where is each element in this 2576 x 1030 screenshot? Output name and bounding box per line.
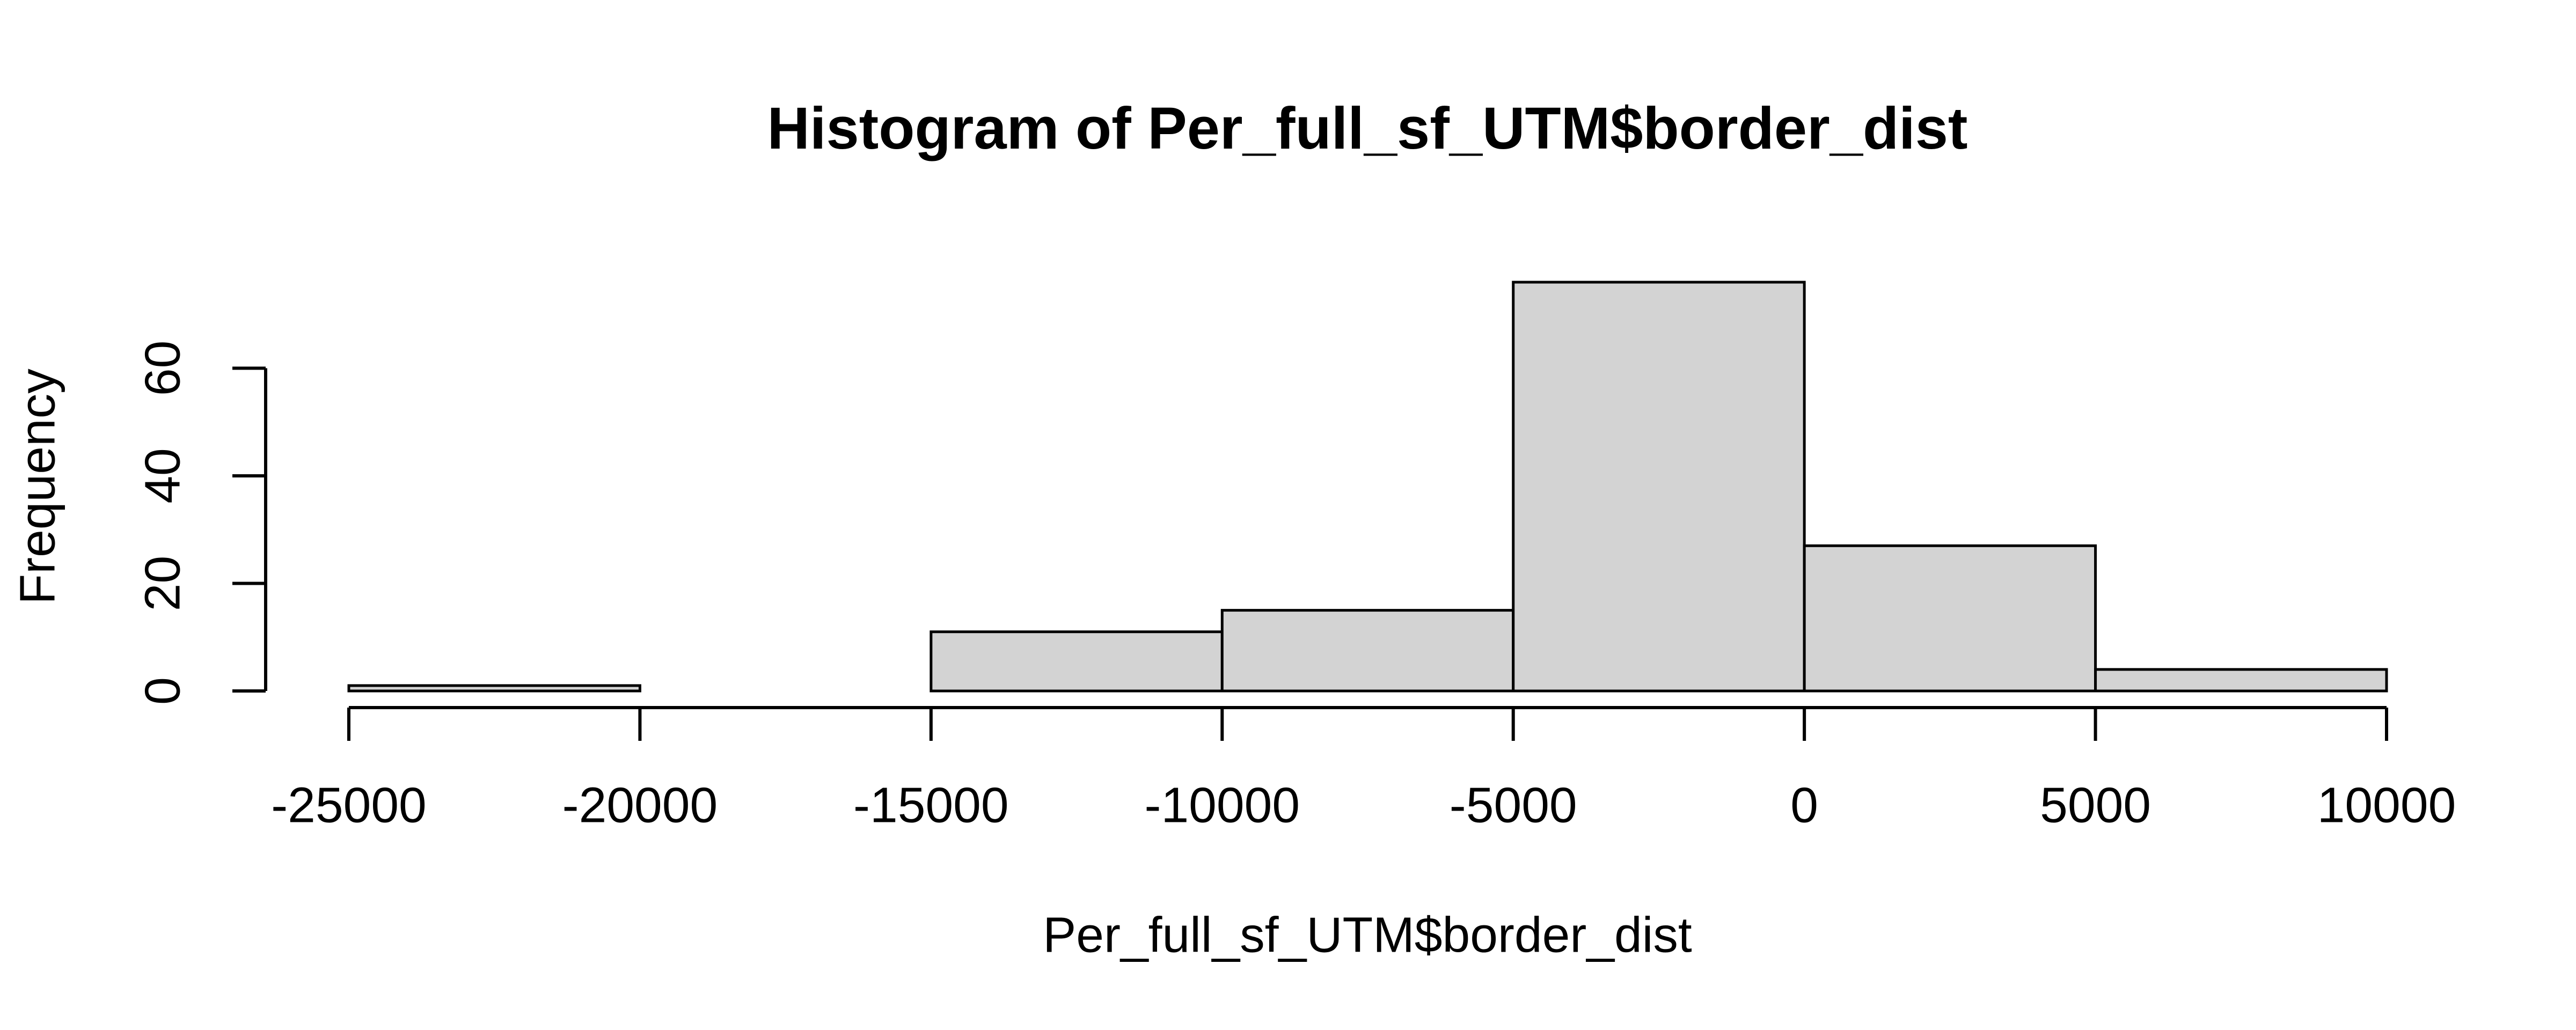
x-tick-label: 10000 — [2317, 777, 2456, 833]
chart-title: Histogram of Per_full_sf_UTM$border_dist — [767, 95, 1967, 161]
y-axis-label: Frequency — [10, 369, 65, 605]
x-tick-label: -15000 — [853, 777, 1009, 833]
y-tick-label: 20 — [135, 556, 191, 611]
bar — [930, 630, 1224, 693]
bar — [1803, 544, 2097, 693]
x-tick-label: -25000 — [271, 777, 427, 833]
x-tick-label: 0 — [1790, 777, 1818, 833]
x-tick-label: 5000 — [2040, 777, 2151, 833]
x-tick-label: -20000 — [562, 777, 718, 833]
y-tick-label: 40 — [135, 448, 191, 503]
bar — [2094, 668, 2388, 693]
bar — [1512, 281, 1806, 693]
bar — [347, 684, 641, 693]
x-tick-label: -5000 — [1450, 777, 1577, 833]
x-axis-label: Per_full_sf_UTM$border_dist — [1043, 907, 1692, 963]
y-tick-label: 0 — [135, 677, 191, 705]
x-tick-label: -10000 — [1144, 777, 1300, 833]
bar — [1220, 609, 1515, 693]
y-tick-label: 60 — [135, 341, 191, 396]
